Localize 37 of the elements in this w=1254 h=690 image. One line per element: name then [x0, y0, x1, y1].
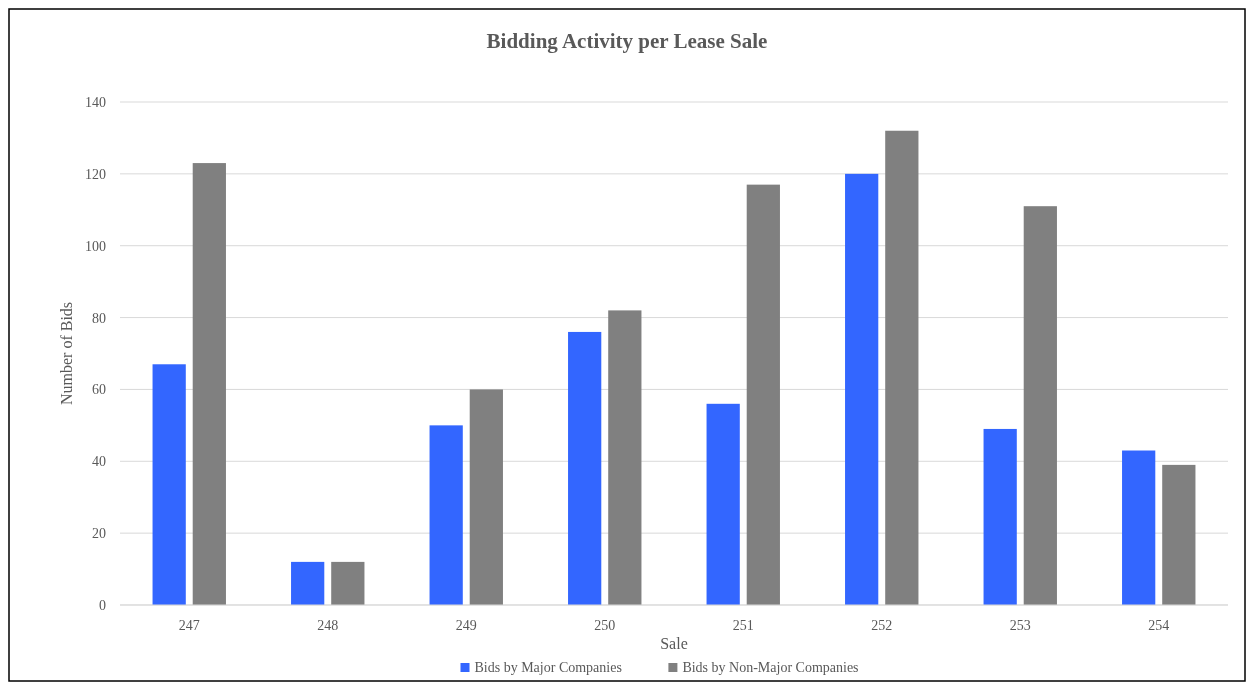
chart-title: Bidding Activity per Lease Sale	[486, 29, 768, 53]
x-tick-label: 247	[178, 618, 200, 633]
bar	[885, 130, 919, 605]
legend-label: Bids by Non-Major Companies	[682, 660, 859, 675]
y-tick-label: 60	[92, 382, 106, 398]
bar	[1122, 450, 1156, 605]
y-tick-label: 140	[85, 95, 106, 110]
y-axis-title: Number of Bids	[58, 301, 75, 406]
x-tick-label: 251	[732, 618, 754, 633]
bar	[983, 428, 1017, 605]
y-tick-label: 100	[85, 238, 106, 254]
bar	[152, 364, 186, 605]
bar	[706, 403, 740, 605]
bar	[1023, 206, 1057, 605]
bar	[291, 561, 325, 605]
y-tick-label: 80	[92, 310, 106, 326]
x-tick-label: 250	[594, 618, 616, 633]
x-tick-label: 253	[1009, 618, 1031, 633]
x-tick-label: 254	[1148, 618, 1170, 633]
bar	[469, 389, 503, 605]
bar	[192, 163, 226, 605]
bar	[331, 561, 365, 605]
y-tick-label: 120	[85, 166, 106, 182]
y-tick-label: 40	[92, 454, 106, 470]
x-tick-label: 252	[871, 618, 893, 633]
y-tick-label: 20	[92, 526, 106, 542]
x-tick-label: 248	[317, 618, 339, 633]
bar	[568, 331, 602, 605]
bar	[608, 310, 642, 605]
bar	[845, 173, 879, 605]
x-tick-label: 249	[455, 618, 477, 633]
x-axis-title: Sale	[660, 635, 688, 652]
y-tick-label: 0	[99, 598, 106, 613]
bar	[1162, 464, 1196, 605]
bar	[429, 425, 463, 605]
bar	[746, 184, 780, 605]
legend-label: Bids by Major Companies	[474, 660, 622, 675]
